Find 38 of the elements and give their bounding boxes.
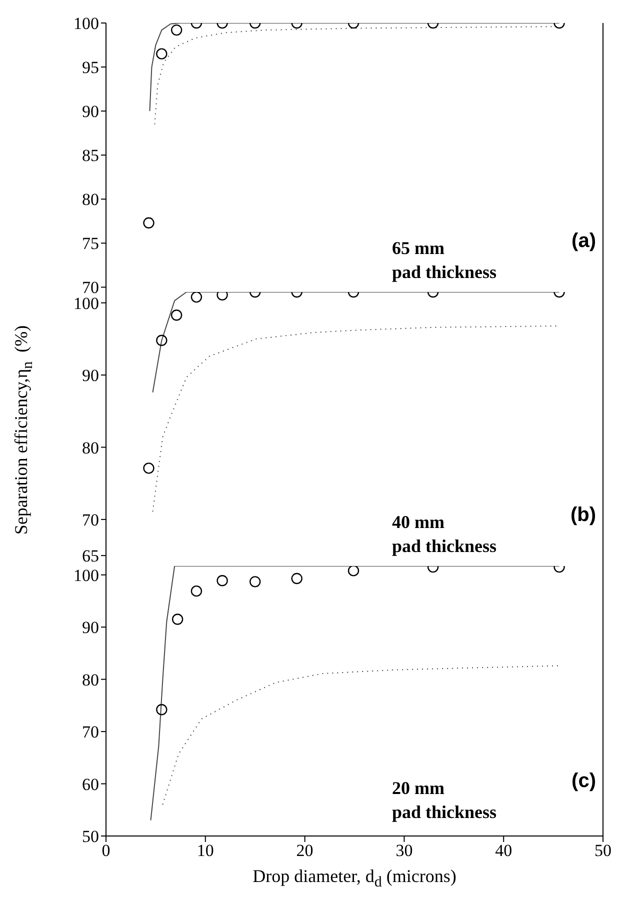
x-tick-label: 20 [296, 841, 314, 860]
y-tick-label: 90 [82, 618, 99, 638]
annotation: (b) [570, 504, 596, 527]
annotation: (c) [572, 770, 596, 793]
y-tick-label: 90 [82, 102, 99, 122]
point [291, 572, 302, 584]
point [156, 704, 168, 716]
annotation: 20 mm pad thickness [392, 777, 497, 824]
annotation: 40 mm pad thickness [392, 511, 497, 558]
point [143, 462, 154, 474]
y-tick-label: 70 [82, 510, 99, 530]
y-tick-label: 100 [74, 566, 99, 585]
point [348, 566, 360, 576]
y-tick-label: 65 [82, 546, 99, 566]
y-tick-label: 90 [82, 366, 99, 386]
y-tick-label: 80 [82, 670, 99, 690]
point [216, 575, 228, 586]
y-tick-label: 75 [82, 234, 99, 254]
y-tick-label: 85 [82, 146, 99, 166]
point [250, 576, 261, 588]
point [172, 614, 184, 625]
y-tick-label: 80 [82, 190, 99, 210]
x-tick-label: 10 [196, 841, 214, 860]
x-tick-label: 0 [102, 841, 110, 860]
x-tick-label: 50 [594, 841, 612, 860]
x-tick-label: 30 [396, 841, 413, 860]
point [190, 585, 202, 597]
annotation: (a) [572, 230, 596, 253]
line-series [162, 665, 560, 806]
annotation: 65 mm pad thickness [392, 237, 497, 284]
y-tick-label: 95 [82, 58, 99, 78]
y-tick-label: 100 [74, 14, 99, 34]
x-axis-title: Drop diameter, d$_{d}$ (microns) [252, 866, 458, 892]
y-tick-label: 60 [82, 774, 99, 794]
y-tick-label: 80 [82, 438, 99, 458]
y-tick-label: 70 [82, 722, 99, 742]
x-tick-label: 40 [495, 841, 512, 860]
y-tick-label: 50 [82, 827, 99, 846]
